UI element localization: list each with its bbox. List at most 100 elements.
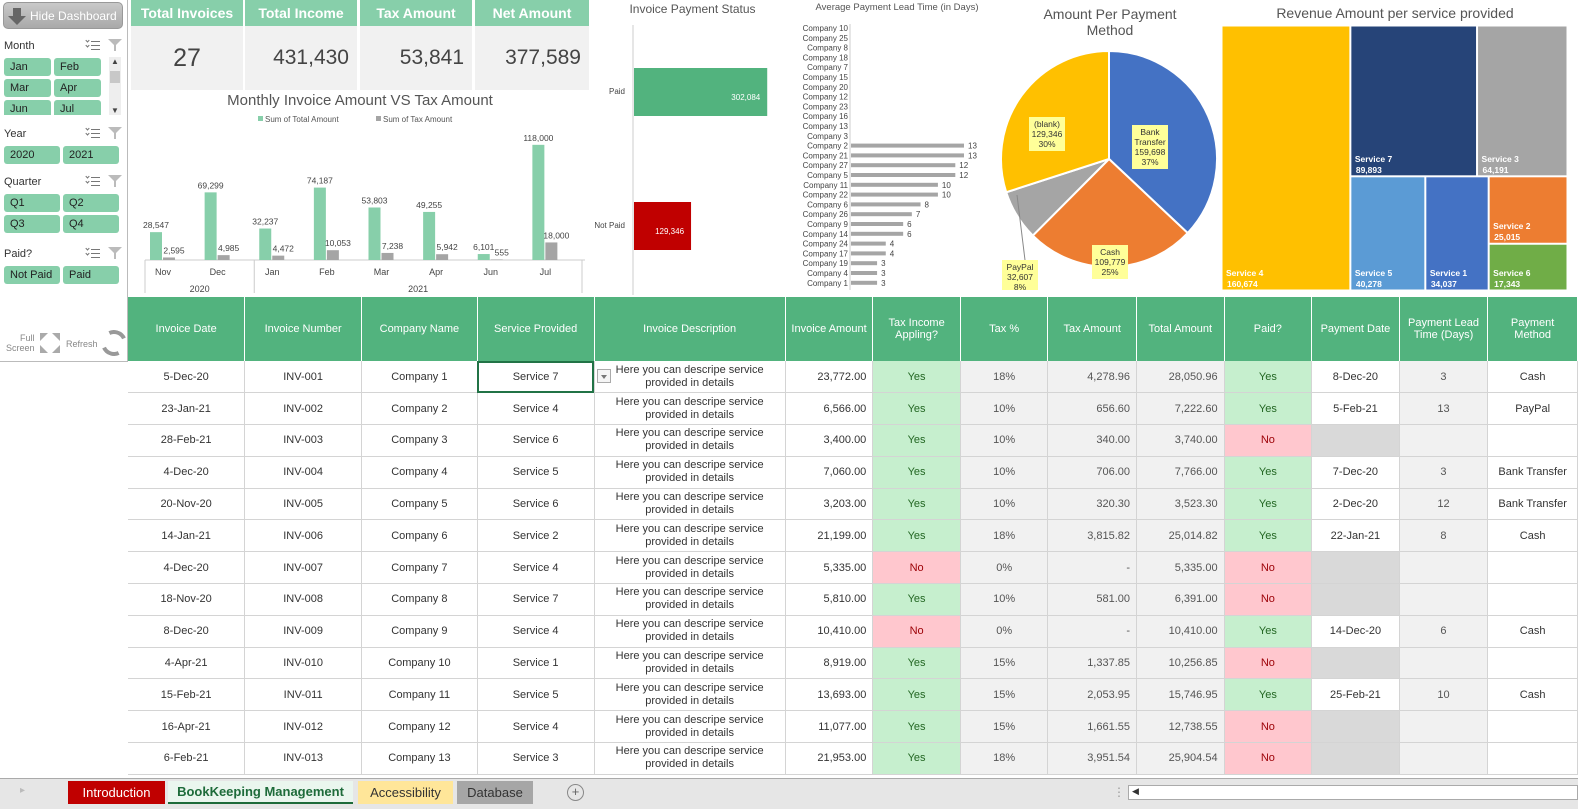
slicer-item[interactable]: 2021: [63, 146, 119, 164]
service-provided-cell[interactable]: Service 5: [477, 456, 595, 489]
invoice-number-cell[interactable]: INV-011: [244, 678, 362, 712]
company-name-cell[interactable]: Company 11: [361, 678, 478, 712]
invoice-description-cell[interactable]: Here you can descripe service provided i…: [594, 488, 786, 521]
expand-icon[interactable]: [40, 333, 60, 353]
refresh-label[interactable]: Refresh: [66, 339, 98, 349]
invoice-description-cell[interactable]: Here you can descripe service provided i…: [594, 615, 786, 648]
full-screen-label[interactable]: Full Screen: [6, 333, 35, 353]
paid-status-cell[interactable]: Yes: [1224, 456, 1313, 489]
company-name-cell[interactable]: Company 2: [361, 392, 478, 426]
payment-date-cell[interactable]: 7-Dec-20: [1311, 456, 1400, 489]
tax-percent-cell[interactable]: 18%: [960, 742, 1049, 775]
payment-date-cell[interactable]: [1311, 551, 1400, 585]
company-name-cell[interactable]: Company 1: [361, 361, 478, 394]
invoice-amount-cell[interactable]: 11,077.00: [785, 710, 874, 744]
payment-method-cell[interactable]: Cash: [1487, 615, 1578, 648]
tax-percent-cell[interactable]: 10%: [960, 488, 1049, 521]
column-header[interactable]: Payment Date: [1311, 297, 1400, 361]
invoice-date-cell[interactable]: 4-Dec-20: [128, 551, 246, 585]
payment-lead-time-cell[interactable]: [1399, 710, 1489, 744]
tax-amount-cell[interactable]: 3,815.82: [1047, 519, 1138, 553]
slicer-item[interactable]: Apr: [54, 79, 101, 97]
tax-amount-cell[interactable]: 706.00: [1047, 456, 1138, 489]
tax-percent-cell[interactable]: 18%: [960, 519, 1049, 553]
slicer-item[interactable]: Q2: [63, 194, 119, 212]
invoice-number-cell[interactable]: INV-010: [244, 647, 362, 680]
invoice-date-cell[interactable]: 8-Dec-20: [128, 615, 246, 648]
service-provided-cell[interactable]: Service 3: [477, 742, 595, 775]
company-name-cell[interactable]: Company 13: [361, 742, 478, 775]
total-amount-cell[interactable]: 7,766.00: [1136, 456, 1225, 489]
sheet-tab-introduction[interactable]: Introduction: [68, 781, 165, 804]
invoice-number-cell[interactable]: INV-004: [244, 456, 362, 489]
invoice-number-cell[interactable]: INV-009: [244, 615, 362, 648]
company-name-cell[interactable]: Company 12: [361, 710, 478, 744]
tax-amount-cell[interactable]: 4,278.96: [1047, 361, 1138, 394]
scroll-left-icon[interactable]: ◀: [1132, 786, 1139, 796]
payment-method-cell[interactable]: [1487, 742, 1578, 775]
invoice-description-cell[interactable]: Here you can descripe service provided i…: [594, 361, 786, 394]
tax-percent-cell[interactable]: 15%: [960, 710, 1049, 744]
payment-method-cell[interactable]: [1487, 583, 1578, 616]
column-header[interactable]: Company Name: [361, 297, 478, 361]
payment-lead-time-cell[interactable]: 12: [1399, 488, 1489, 521]
service-provided-cell[interactable]: Service 5: [477, 678, 595, 712]
tax-amount-cell[interactable]: 3,951.54: [1047, 742, 1138, 775]
slicer-scrollbar[interactable]: ▲ ▼: [109, 57, 121, 115]
invoice-amount-cell[interactable]: 8,919.00: [785, 647, 874, 680]
column-header[interactable]: Service Provided: [477, 297, 595, 361]
slicer-item[interactable]: Q3: [4, 215, 60, 233]
payment-lead-time-cell[interactable]: [1399, 551, 1489, 585]
tax-percent-cell[interactable]: 10%: [960, 583, 1049, 616]
payment-date-cell[interactable]: [1311, 647, 1400, 680]
payment-method-cell[interactable]: Bank Transfer: [1487, 488, 1578, 521]
column-header[interactable]: Tax Amount: [1047, 297, 1138, 361]
invoice-number-cell[interactable]: INV-012: [244, 710, 362, 744]
tax-income-applying-cell[interactable]: No: [872, 551, 961, 585]
payment-method-cell[interactable]: [1487, 551, 1578, 585]
dropdown-arrow-icon[interactable]: [596, 369, 611, 383]
invoice-date-cell[interactable]: 20-Nov-20: [128, 488, 246, 521]
payment-method-cell[interactable]: Bank Transfer: [1487, 456, 1578, 489]
tax-percent-cell[interactable]: 10%: [960, 456, 1049, 489]
invoice-description-cell[interactable]: Here you can descripe service provided i…: [594, 392, 786, 426]
tax-income-applying-cell[interactable]: Yes: [872, 392, 961, 426]
tax-amount-cell[interactable]: -: [1047, 615, 1138, 648]
slicer-item[interactable]: Feb: [54, 58, 101, 76]
invoice-description-cell[interactable]: Here you can descripe service provided i…: [594, 551, 786, 585]
paid-status-cell[interactable]: No: [1224, 647, 1313, 680]
company-name-cell[interactable]: Company 6: [361, 519, 478, 553]
total-amount-cell[interactable]: 6,391.00: [1136, 583, 1225, 616]
service-provided-cell[interactable]: Service 7: [477, 583, 595, 616]
column-header[interactable]: Paid?: [1224, 297, 1313, 361]
invoice-description-cell[interactable]: Here you can descripe service provided i…: [594, 678, 786, 712]
invoice-date-cell[interactable]: 28-Feb-21: [128, 424, 246, 457]
invoice-date-cell[interactable]: 14-Jan-21: [128, 519, 246, 553]
clear-filter-icon[interactable]: [108, 175, 122, 187]
tax-amount-cell[interactable]: 656.60: [1047, 392, 1138, 426]
tax-percent-cell[interactable]: 18%: [960, 361, 1049, 394]
invoice-amount-cell[interactable]: 23,772.00: [785, 361, 874, 394]
tax-percent-cell[interactable]: 15%: [960, 678, 1049, 712]
payment-lead-time-cell[interactable]: 13: [1399, 392, 1489, 426]
payment-method-cell[interactable]: Cash: [1487, 519, 1578, 553]
multi-select-icon[interactable]: [85, 38, 100, 51]
slicer-item[interactable]: Not Paid: [4, 266, 60, 284]
payment-date-cell[interactable]: 14-Dec-20: [1311, 615, 1400, 648]
paid-status-cell[interactable]: No: [1224, 742, 1313, 775]
invoice-amount-cell[interactable]: 3,203.00: [785, 488, 874, 521]
payment-date-cell[interactable]: 8-Dec-20: [1311, 361, 1400, 394]
payment-method-cell[interactable]: Cash: [1487, 678, 1578, 712]
paid-status-cell[interactable]: No: [1224, 551, 1313, 585]
scroll-tabs-left-icon[interactable]: ▸: [20, 785, 26, 796]
sheet-tab-accessibility[interactable]: Accessibility: [358, 781, 453, 804]
invoice-amount-cell[interactable]: 21,199.00: [785, 519, 874, 553]
paid-status-cell[interactable]: No: [1224, 710, 1313, 744]
invoice-date-cell[interactable]: 16-Apr-21: [128, 710, 246, 744]
add-sheet-button[interactable]: +: [567, 784, 584, 801]
tax-income-applying-cell[interactable]: Yes: [872, 424, 961, 457]
column-header[interactable]: Invoice Amount: [785, 297, 874, 361]
company-name-cell[interactable]: Company 4: [361, 456, 478, 489]
service-provided-cell[interactable]: Service 4: [477, 710, 595, 744]
service-provided-cell[interactable]: Service 4: [477, 615, 595, 648]
